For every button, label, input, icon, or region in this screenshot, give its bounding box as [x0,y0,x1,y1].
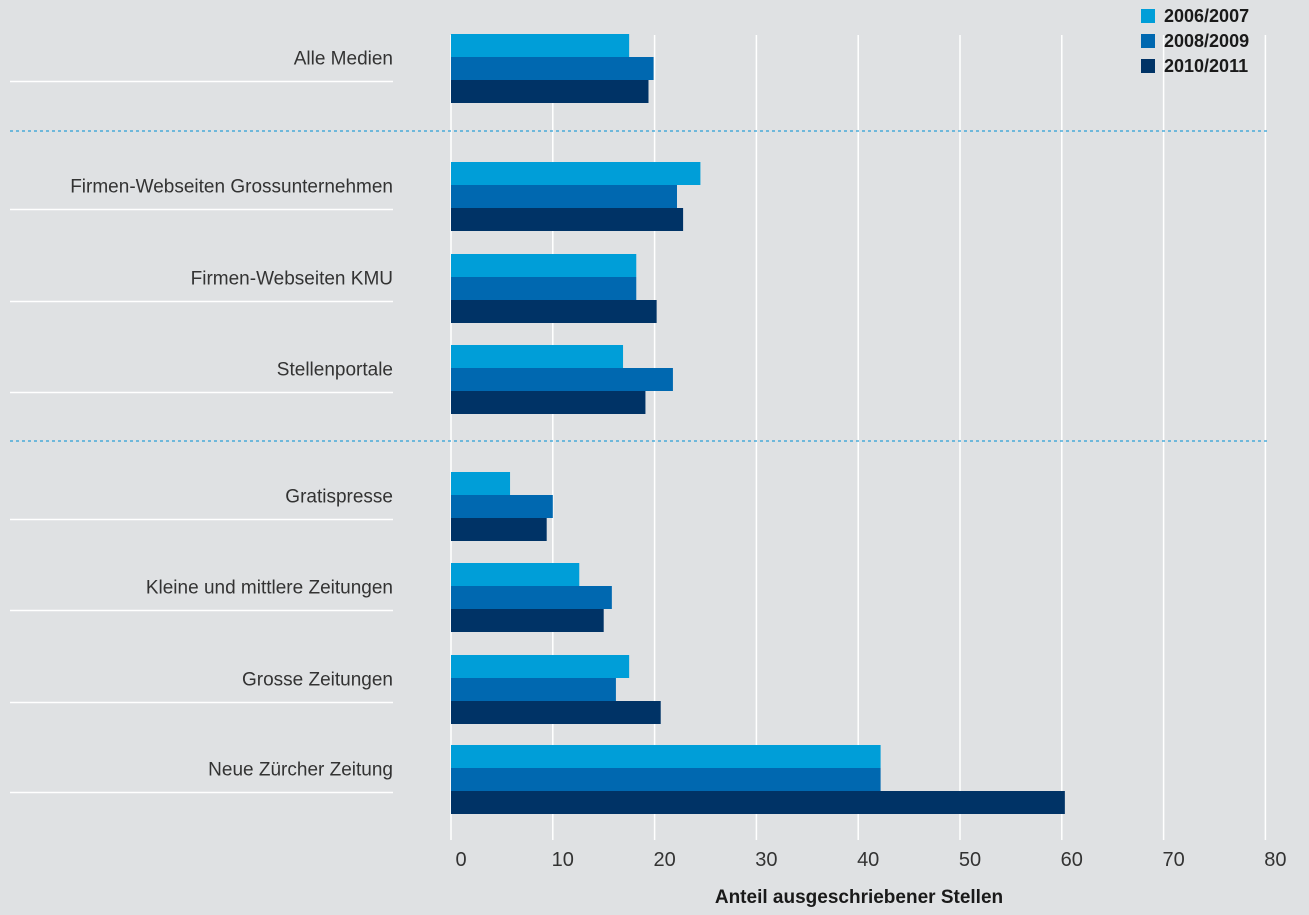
category-label: Grosse Zeitungen [242,670,393,691]
category-label: Firmen-Webseiten KMU [191,269,393,290]
legend-label: 2006/2007 [1164,6,1249,26]
bar-firmen-webseiten-grossunternehmen-2010-2011 [451,208,684,231]
x-axis-ticks: 0 10 20 30 40 50 60 70 80 [455,849,1286,871]
bar-firmen-webseiten-kmu-2010-2011 [451,300,657,323]
bar-grosse-zeitungen-2010-2011 [451,701,661,724]
x-tick-label: 30 [755,849,777,871]
category-label: Kleine und mittlere Zeitungen [146,578,393,599]
bar-gratispresse-2010-2011 [451,518,547,541]
legend-label: 2008/2009 [1164,31,1249,51]
bar-neue-z-rcher-zeitung-2008-2009 [451,768,881,791]
x-tick-label: 60 [1061,849,1083,871]
category-label: Neue Zürcher Zeitung [208,760,393,781]
legend: 2006/2007 2008/2009 2010/2011 [1141,6,1249,76]
bar-firmen-webseiten-kmu-2006-2007 [451,254,637,277]
category-label: Alle Medien [294,49,393,70]
bar-alle-medien-2010-2011 [451,80,649,103]
bar-grosse-zeitungen-2006-2007 [451,655,630,678]
bar-kleine-und-mittlere-zeitungen-2006-2007 [451,563,580,586]
bar-stellenportale-2008-2009 [451,368,673,391]
x-axis-title: Anteil ausgeschriebener Stellen [715,887,1003,908]
x-tick-label: 80 [1264,849,1286,871]
legend-label: 2010/2011 [1164,56,1248,76]
bar-kleine-und-mittlere-zeitungen-2008-2009 [451,586,612,609]
bar-grosse-zeitungen-2008-2009 [451,678,616,701]
bar-firmen-webseiten-grossunternehmen-2008-2009 [451,185,677,208]
bar-neue-z-rcher-zeitung-2010-2011 [451,791,1065,814]
x-tick-label: 40 [857,849,879,871]
bars [451,34,1065,814]
legend-swatch [1141,34,1155,48]
x-tick-label: 10 [552,849,574,871]
legend-swatch [1141,59,1155,73]
category-label: Firmen-Webseiten Grossunternehmen [70,177,393,198]
x-tick-label: 0 [455,849,466,871]
bar-neue-z-rcher-zeitung-2006-2007 [451,745,881,768]
bar-gratispresse-2008-2009 [451,495,553,518]
x-tick-label: 50 [959,849,981,871]
bar-alle-medien-2008-2009 [451,57,654,80]
bar-stellenportale-2010-2011 [451,391,646,414]
bar-firmen-webseiten-grossunternehmen-2006-2007 [451,162,701,185]
category-label: Gratispresse [285,487,393,508]
legend-swatch [1141,9,1155,23]
bar-alle-medien-2006-2007 [451,34,630,57]
bar-stellenportale-2006-2007 [451,345,624,368]
category-labels: Alle Medien Firmen-Webseiten Grossunterne… [10,49,393,794]
x-tick-label: 70 [1162,849,1184,871]
bar-kleine-und-mittlere-zeitungen-2010-2011 [451,609,604,632]
bar-gratispresse-2006-2007 [451,472,511,495]
bar-firmen-webseiten-kmu-2008-2009 [451,277,637,300]
x-tick-label: 20 [653,849,675,871]
category-label: Stellenportale [277,360,393,381]
